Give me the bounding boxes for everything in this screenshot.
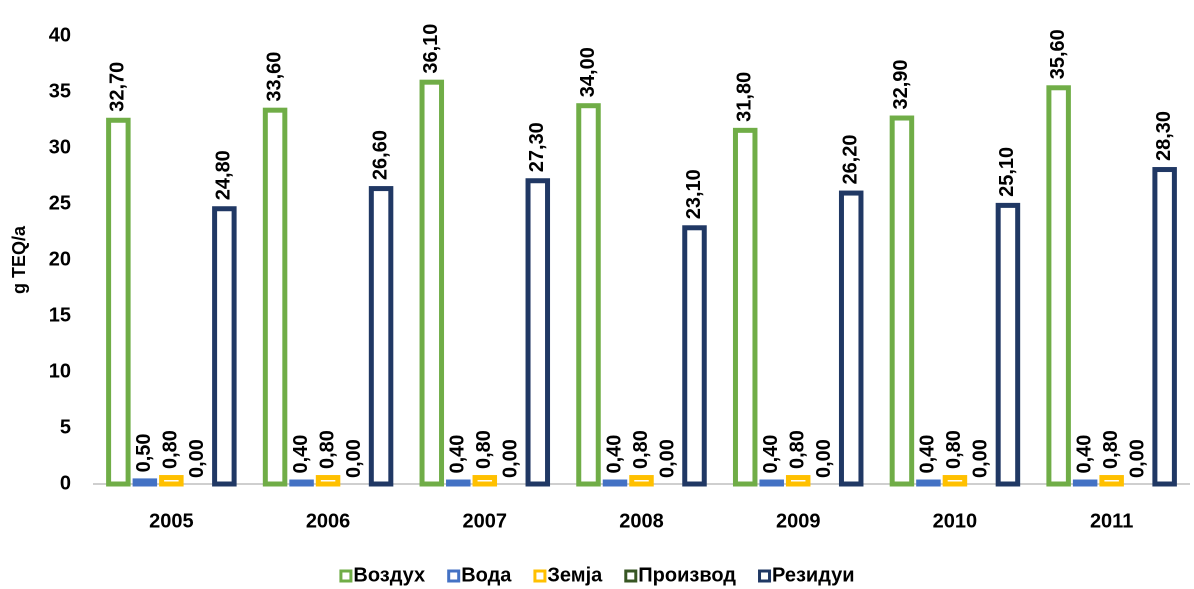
legend-marker — [447, 569, 461, 583]
y-tick-label: 35 — [49, 80, 71, 102]
y-tick-label: 40 — [49, 24, 71, 46]
x-tick-label: 2010 — [933, 510, 978, 532]
data-label: 0,80 — [160, 430, 182, 469]
data-label: 0,80 — [630, 430, 652, 469]
legend-marker — [758, 569, 772, 583]
y-tick-label: 30 — [49, 136, 71, 158]
x-tick-label: 2011 — [1090, 510, 1133, 532]
data-label: 0,40 — [447, 435, 469, 474]
data-label: 0,80 — [473, 430, 495, 469]
bar — [1152, 167, 1177, 487]
y-tick-label: 5 — [60, 416, 71, 438]
data-label: 35,60 — [1047, 29, 1069, 79]
data-label: 0,00 — [970, 439, 992, 478]
legend-marker — [624, 569, 638, 583]
bar — [106, 117, 131, 487]
data-label: 36,10 — [420, 24, 442, 74]
data-label: 0,40 — [290, 435, 312, 474]
bar — [942, 475, 968, 487]
bar — [368, 186, 394, 487]
bar — [212, 206, 237, 487]
bar — [159, 475, 184, 487]
bar — [1099, 475, 1124, 487]
bar — [446, 479, 471, 487]
data-label: 0,00 — [186, 439, 208, 478]
bar — [602, 479, 628, 487]
data-label: 32,90 — [890, 59, 912, 109]
data-label: 31,80 — [733, 72, 755, 122]
data-label: 0,80 — [316, 430, 338, 469]
data-label: 32,70 — [107, 62, 129, 112]
data-label: 0,80 — [943, 430, 965, 469]
bar — [576, 103, 601, 487]
data-label: 26,60 — [369, 130, 391, 180]
bar — [419, 79, 445, 487]
bar — [759, 479, 784, 487]
data-label: 0,40 — [760, 435, 782, 474]
bar — [132, 478, 158, 487]
data-label: 0,00 — [343, 439, 365, 478]
x-tick-label: 2009 — [776, 510, 821, 532]
data-label: 25,10 — [996, 147, 1018, 197]
bar — [262, 107, 288, 487]
bar — [315, 475, 341, 487]
data-label: 0,40 — [1073, 435, 1095, 474]
data-label: 26,20 — [839, 134, 861, 184]
x-tick-label: 2006 — [306, 510, 351, 532]
data-label: 24,80 — [213, 150, 235, 200]
legend-label: Резидуи — [772, 564, 855, 586]
data-label: 0,00 — [1126, 439, 1148, 478]
legend-label: Земја — [547, 564, 603, 586]
x-tick-label: 2008 — [619, 510, 664, 532]
y-tick-label: 15 — [49, 304, 71, 326]
bar — [916, 479, 941, 487]
legend-marker — [339, 569, 353, 583]
legend-marker — [533, 569, 547, 583]
data-label: 0,00 — [500, 439, 522, 478]
data-label: 0,80 — [786, 430, 808, 469]
y-tick-label: 10 — [49, 360, 71, 382]
data-label: 0,00 — [813, 439, 835, 478]
data-label: 34,00 — [577, 47, 599, 97]
bar — [732, 127, 758, 487]
bar — [289, 479, 314, 487]
data-label: 28,30 — [1153, 111, 1175, 161]
bar — [682, 225, 707, 487]
bar — [838, 190, 864, 487]
data-label: 27,30 — [526, 122, 548, 172]
bar — [472, 475, 498, 487]
bar — [1072, 479, 1098, 487]
bar — [629, 475, 654, 487]
y-tick-label: 25 — [49, 192, 71, 214]
bar — [1046, 85, 1071, 487]
y-tick-label: 20 — [49, 248, 71, 270]
data-label: 0,00 — [656, 439, 678, 478]
y-axis-label: g TEQ/a — [9, 225, 29, 294]
bar — [889, 115, 915, 487]
data-label: 0,40 — [603, 435, 625, 474]
legend-label: Воздух — [353, 564, 425, 586]
legend-label: Вода — [461, 564, 512, 586]
data-label: 0,50 — [133, 433, 155, 472]
data-label: 0,40 — [917, 435, 939, 474]
legend-label: Производ — [638, 564, 736, 586]
data-label: 23,10 — [683, 169, 705, 219]
x-tick-label: 2007 — [463, 510, 508, 532]
y-tick-label: 0 — [60, 472, 71, 494]
bar — [995, 202, 1021, 487]
data-label: 0,80 — [1100, 430, 1122, 469]
bar — [785, 475, 811, 487]
data-label: 33,60 — [263, 52, 285, 102]
x-tick-label: 2005 — [149, 510, 194, 532]
bar — [525, 178, 551, 487]
